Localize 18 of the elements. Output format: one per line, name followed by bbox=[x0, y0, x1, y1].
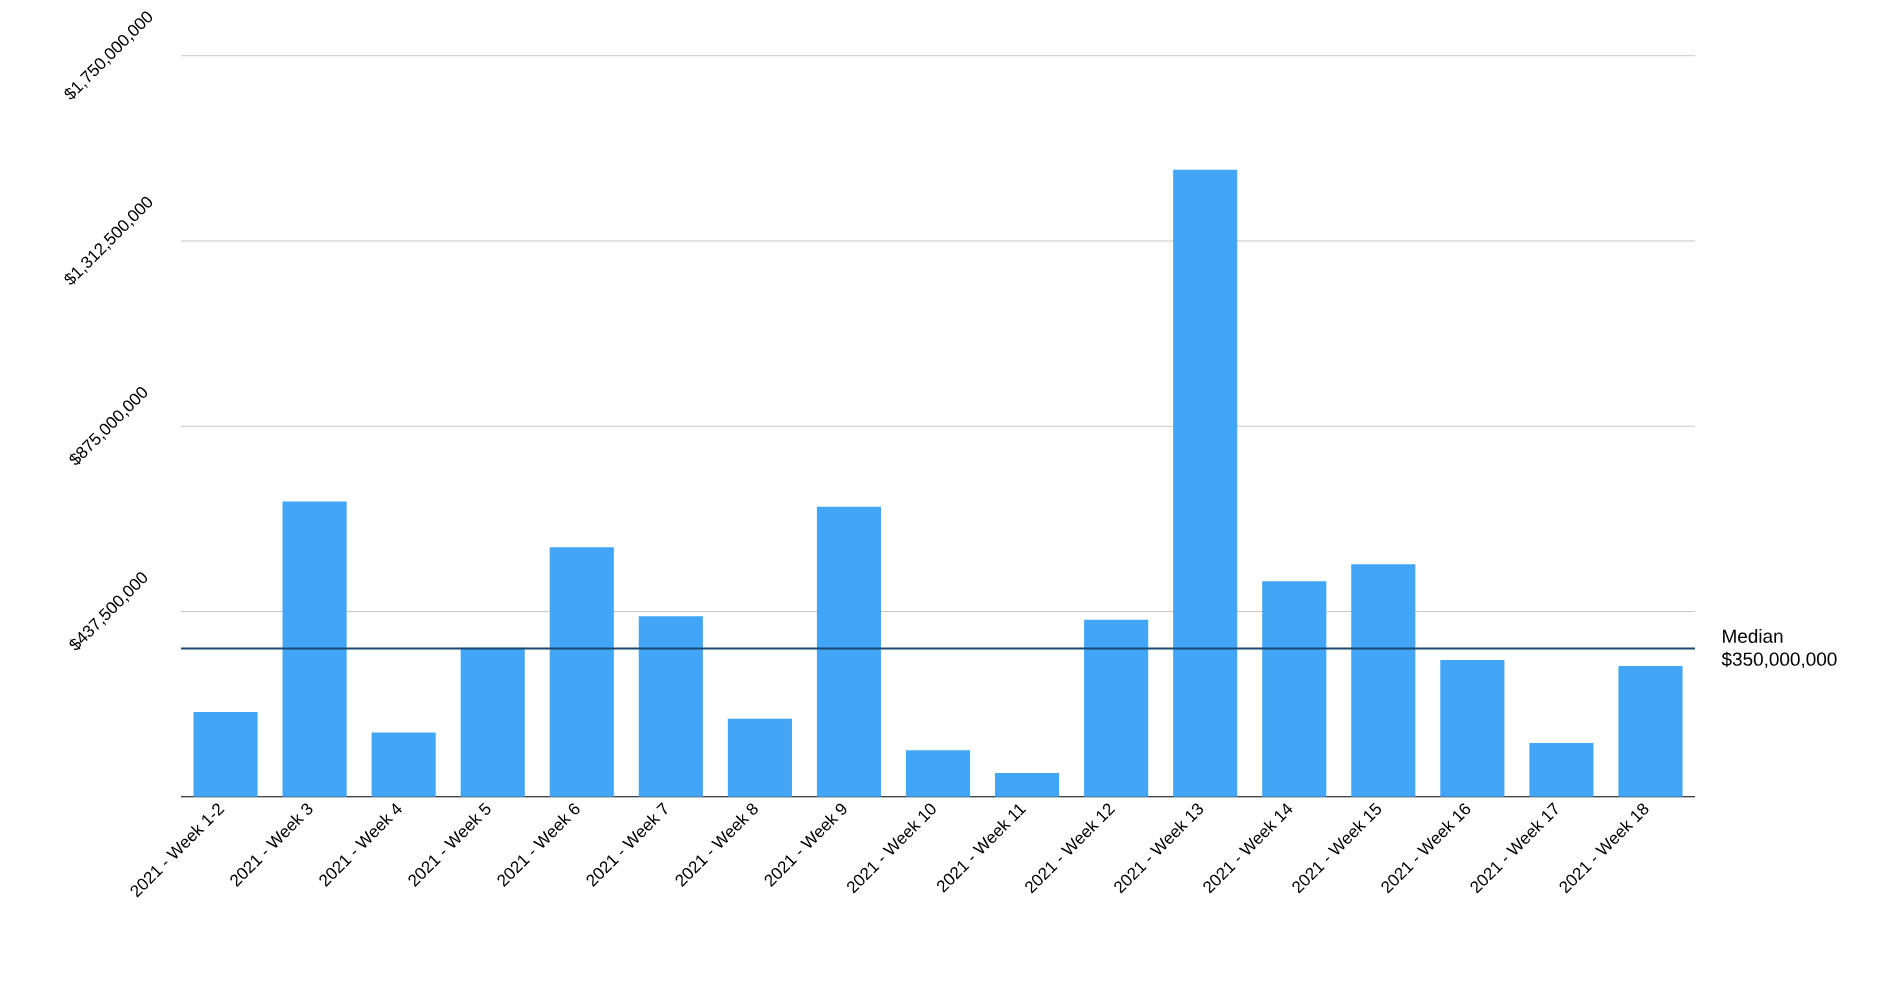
bar bbox=[816, 506, 882, 797]
bar bbox=[1351, 564, 1416, 797]
bar bbox=[549, 547, 614, 797]
bar bbox=[638, 616, 703, 797]
bar bbox=[905, 750, 971, 797]
ref-line-label: Median $350,000,000 bbox=[1721, 629, 1837, 669]
bar bbox=[1529, 743, 1594, 797]
bar bbox=[1618, 666, 1683, 797]
bar bbox=[282, 501, 347, 797]
bar bbox=[995, 773, 1060, 797]
bar bbox=[1440, 660, 1505, 797]
bar bbox=[727, 718, 792, 797]
bar bbox=[1262, 581, 1327, 797]
bar bbox=[193, 712, 258, 797]
bar bbox=[1084, 619, 1149, 797]
bar bbox=[460, 647, 525, 797]
bar bbox=[371, 732, 436, 797]
bar bbox=[1173, 169, 1238, 797]
